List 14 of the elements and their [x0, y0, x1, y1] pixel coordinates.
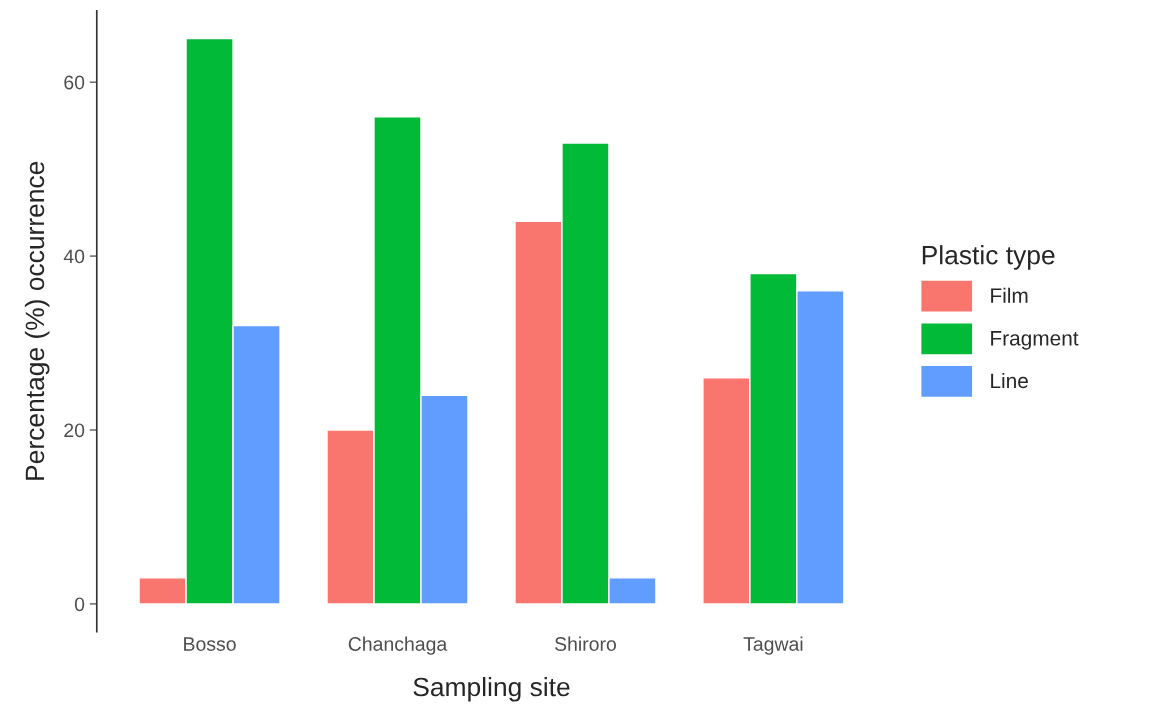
legend-label: Film [991, 287, 1028, 303]
x-tick-label: Chanchaga [348, 636, 448, 655]
legend-title: Plastic type [922, 245, 1055, 270]
x-tick-label: Shiroro [554, 636, 616, 651]
y-tick-label: 40 [63, 249, 85, 264]
y-tick-label: 60 [64, 75, 85, 90]
legend-label: Line [991, 372, 1028, 389]
x-tick-label: Tagwai [743, 636, 803, 655]
x-tick-label: Bosso [184, 637, 236, 651]
y-axis-title: Percentage (%) occurrence [24, 161, 50, 480]
y-tick-label: 20 [64, 423, 85, 438]
legend-label: Fragment [991, 331, 1079, 350]
x-axis-title: Sampling site [413, 676, 570, 702]
y-tick-label: 0 [74, 597, 85, 612]
